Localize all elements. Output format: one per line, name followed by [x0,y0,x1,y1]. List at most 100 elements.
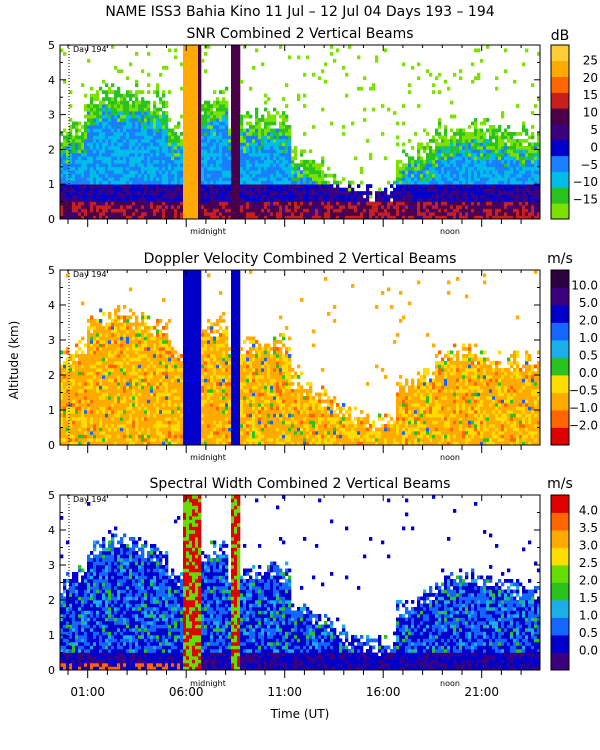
heatmap-cell [219,212,223,216]
heatmap-cell [240,215,244,220]
heatmap-cell [114,205,118,209]
heatmap-cell [399,187,403,192]
heatmap-cell [216,163,220,168]
heatmap-cell [294,166,298,171]
heatmap-cell [102,357,106,362]
heatmap-cell [69,187,73,192]
heatmap-cell [324,180,328,185]
heatmap-cell [108,173,112,178]
heatmap-cell [144,114,148,119]
heatmap-cell [312,180,316,185]
heatmap-cell [99,118,103,122]
heatmap-cell [180,194,184,199]
heatmap-cell [255,173,259,178]
heatmap-cell [60,156,64,161]
heatmap-cell [201,138,205,143]
heatmap-cell [255,145,259,150]
heatmap-cell [426,145,430,150]
heatmap-cell [156,180,160,185]
heatmap-cell [120,118,124,122]
heatmap-cell [345,191,349,195]
heatmap-cell [147,177,151,182]
heatmap-cell [192,90,196,95]
heatmap-cell [78,177,82,182]
heatmap-cell [111,417,115,421]
heatmap-cell [279,138,283,143]
heatmap-cell [132,145,136,150]
heatmap-cell [336,201,340,206]
heatmap-cell [72,389,76,393]
heatmap-cell [138,159,142,164]
heatmap-cell [456,145,460,150]
heatmap-cell [468,180,472,185]
heatmap-cell [99,350,103,355]
heatmap-cell [441,215,445,220]
heatmap-cell [303,149,307,154]
heatmap-cell [102,427,106,432]
heatmap-cell [438,215,442,220]
heatmap-cell [480,173,484,178]
heatmap-cell [114,385,118,390]
heatmap-cell [75,121,79,126]
heatmap-cell [168,118,172,122]
heatmap-cell [450,198,454,202]
heatmap-cell [507,166,511,171]
heatmap-cell [108,336,112,341]
heatmap-cell [81,125,85,129]
heatmap-cell [459,76,463,81]
heatmap-cell [531,198,535,202]
heatmap-cell [426,132,430,136]
heatmap-cell [189,58,193,63]
heatmap-cell [180,170,184,175]
heatmap-cell [84,205,88,209]
heatmap-cell [69,438,73,442]
heatmap-cell [99,322,103,327]
heatmap-cell [276,205,280,209]
heatmap-cell [447,187,451,192]
heatmap-cell [66,138,70,143]
heatmap-cell [108,104,112,108]
heatmap-cell [99,208,103,213]
heatmap-cell [96,427,100,432]
heatmap-cell [480,138,484,143]
heatmap-cell [222,149,226,154]
heatmap-cell [102,326,106,330]
heatmap-cell [237,121,241,126]
heatmap-cell [150,201,154,206]
heatmap-cell [105,187,109,192]
heatmap-cell [297,177,301,182]
heatmap-cell [486,142,490,147]
heatmap-cell [234,125,238,129]
heatmap-cell [135,135,139,140]
heatmap-cell [66,357,70,362]
heatmap-cell [384,191,388,195]
heatmap-cell [330,51,334,56]
heatmap-cell [195,177,199,182]
heatmap-cell [156,156,160,161]
heatmap-cell [441,184,445,188]
heatmap-cell [285,166,289,171]
heatmap-cell [402,173,406,178]
heatmap-cell [423,194,427,199]
heatmap-cell [96,184,100,188]
heatmap-cell [138,177,142,182]
heatmap-cell [252,201,256,206]
heatmap-cell [234,45,238,49]
heatmap-cell [417,152,421,157]
heatmap-cell [414,132,418,136]
heatmap-cell [120,159,124,164]
heatmap-cell [210,118,214,122]
heatmap-cell [141,156,145,161]
heatmap-cell [210,152,214,157]
heatmap-cell [138,128,142,133]
heatmap-cell [432,184,436,188]
heatmap-cell [219,145,223,150]
heatmap-cell [192,198,196,202]
heatmap-cell [105,170,109,175]
heatmap-cell [477,208,481,213]
doppler-panel-title: Doppler Velocity Combined 2 Vertical Bea… [144,251,457,267]
heatmap-cell [96,97,100,101]
heatmap-cell [198,201,202,206]
heatmap-cell [276,149,280,154]
heatmap-cell [156,184,160,188]
